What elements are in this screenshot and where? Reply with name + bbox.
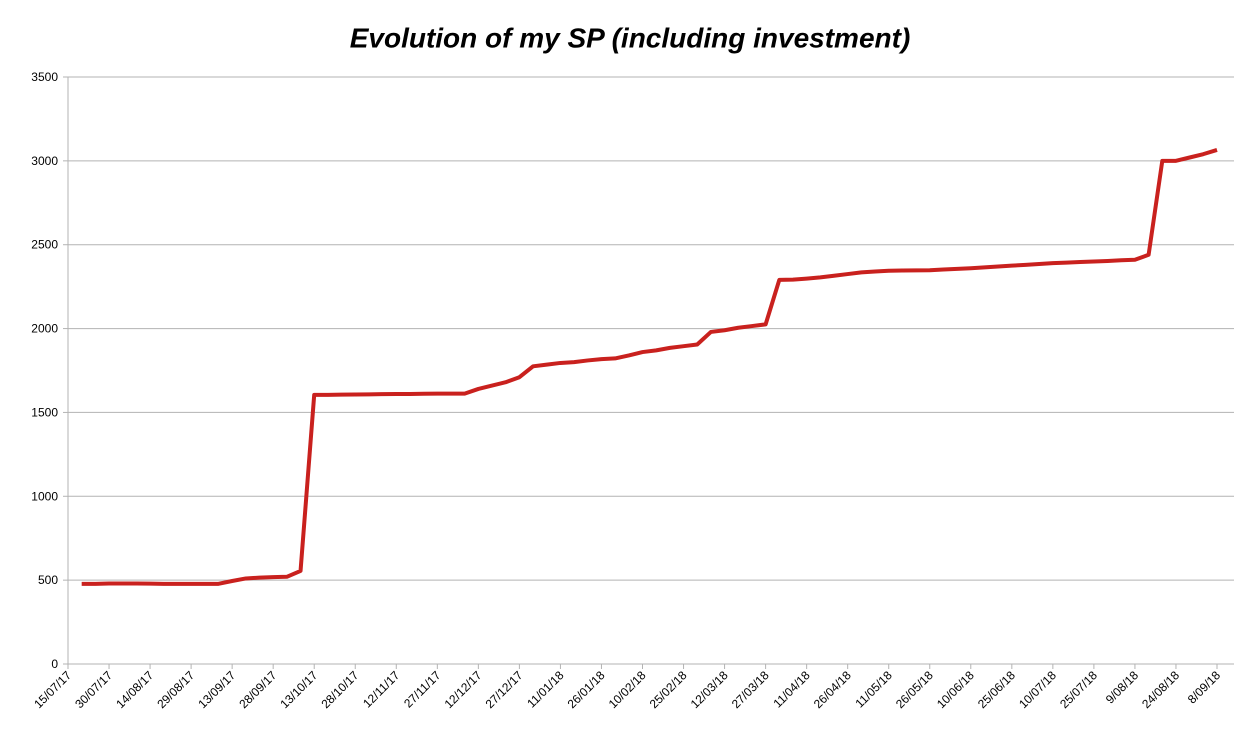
y-tick-label: 3500 <box>31 70 58 84</box>
x-tick-label: 15/07/17 <box>31 668 74 711</box>
x-tick-label: 12/03/18 <box>688 668 731 711</box>
x-tick-label: 12/12/17 <box>442 668 485 711</box>
x-tick-label: 10/02/18 <box>606 668 649 711</box>
x-tick-label: 26/05/18 <box>893 668 936 711</box>
x-tick-label: 11/01/18 <box>524 668 567 711</box>
x-tick-label: 8/09/18 <box>1185 668 1223 706</box>
x-tick-label: 25/02/18 <box>647 668 690 711</box>
data-line <box>81 148 1218 586</box>
x-tick-label: 9/08/18 <box>1103 668 1141 706</box>
chart-title: Evolution of my SP (including investment… <box>350 22 911 53</box>
y-tick-label: 1500 <box>31 405 58 419</box>
x-tick-label: 26/04/18 <box>811 668 854 711</box>
y-tick-label: 0 <box>51 657 58 671</box>
x-tick-label: 10/06/18 <box>934 668 977 711</box>
y-tick-label: 2000 <box>31 322 58 336</box>
x-tick-label: 11/04/18 <box>770 668 813 711</box>
x-tick-label: 27/11/17 <box>401 668 444 711</box>
x-tick-label: 29/08/17 <box>154 668 197 711</box>
x-tick-label: 13/09/17 <box>195 668 238 711</box>
x-tick-label: 24/08/18 <box>1139 668 1182 711</box>
x-tick-label: 25/06/18 <box>975 668 1018 711</box>
x-tick-label: 30/07/17 <box>72 668 115 711</box>
y-tick-label: 2500 <box>31 238 58 252</box>
x-tick-label: 25/07/18 <box>1057 668 1100 711</box>
x-tick-label: 28/10/17 <box>318 668 361 711</box>
x-tick-label: 11/05/18 <box>853 668 896 711</box>
y-tick-label: 1000 <box>31 489 58 503</box>
x-tick-label: 28/09/17 <box>236 668 279 711</box>
x-tick-label: 14/08/17 <box>113 668 156 711</box>
x-tick-label: 12/11/17 <box>360 668 403 711</box>
y-tick-label: 500 <box>38 573 58 587</box>
x-tick-label: 26/01/18 <box>565 668 608 711</box>
x-tick-label: 10/07/18 <box>1016 668 1059 711</box>
x-tick-label: 27/12/17 <box>483 668 526 711</box>
y-tick-label: 3000 <box>31 154 58 168</box>
x-tick-label: 13/10/17 <box>277 668 320 711</box>
x-tick-label: 27/03/18 <box>729 668 772 711</box>
